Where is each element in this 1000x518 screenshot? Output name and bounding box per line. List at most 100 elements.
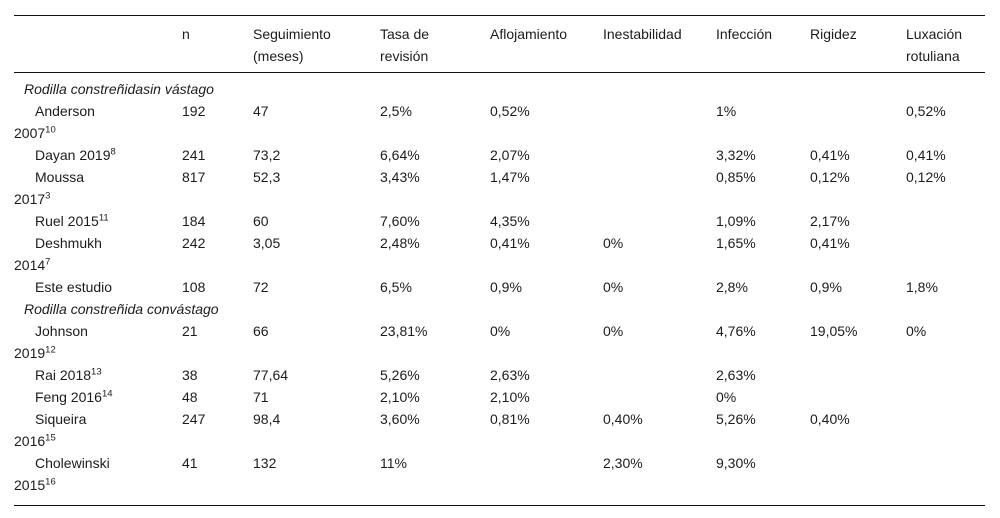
value-cell: 11% [380,455,407,471]
value-cell: 0,52% [906,103,946,119]
study-name-cell: Johnson 201912 [14,323,88,361]
study-name-cell: Siqueira 201615 [14,411,87,449]
value-cell: 2,10% [380,389,420,405]
column-header-5: Inestabilidad [603,15,716,73]
value-cell: 2,63% [490,367,530,383]
value-cell: 5,26% [380,367,420,383]
value-cell: 19,05% [810,323,858,339]
study-name-cell: Cholewinski 201516 [14,455,110,493]
value-cell: 0,9% [490,279,522,295]
value-cell: 0% [906,323,927,339]
value-cell: 2,48% [380,235,420,251]
value-cell: 0,41% [490,235,530,251]
value-cell: 0,52% [490,103,530,119]
study-row: Deshmukh 20147 242 3,05 2,48% 0,41% 0% 1,65% 0,4… [14,232,985,276]
study-name-cell: Moussa 20173 [14,169,85,207]
value-cell [906,232,985,276]
value-cell: 3,43% [380,169,420,185]
study-name-cell: Dayan 20198 [35,146,116,163]
value-cell [906,408,985,452]
value-cell: 0,12% [906,169,946,185]
column-header-8: Luxación rotuliana [906,15,985,73]
value-cell [603,100,716,144]
value-cell: 6,5% [380,279,412,295]
value-cell: 5,26% [716,411,756,427]
value-cell: 73,2 [253,147,281,163]
value-cell: 72 [253,279,269,295]
value-cell: 3,60% [380,411,420,427]
value-cell: 7,60% [380,213,420,229]
value-cell: 38 [182,367,198,383]
column-header-4: Aflojamiento [490,15,603,73]
study-name-cell: Ruel 201511 [35,212,109,229]
study-row: Moussa 20173 817 52,3 3,43% 1,47% 0,85% 0,12% 0,… [14,166,985,210]
value-cell: 47 [253,103,269,119]
value-cell: 0,41% [810,147,850,163]
value-cell: 247 [182,411,206,427]
value-cell: 2,5% [380,103,412,119]
section-header: Rodilla constreñidasin vástago [24,81,214,97]
value-cell: 1,47% [490,169,530,185]
citation-superscript: 11 [98,212,109,224]
value-cell [906,452,985,506]
value-cell: 1,65% [716,235,756,251]
value-cell: 66 [253,323,269,339]
outcomes-comparison-table: n Seguimiento (meses) Tasa de revisión Afloja… [14,15,985,506]
value-cell: 132 [253,455,277,471]
value-cell: 0,40% [603,411,643,427]
value-cell: 1,8% [906,279,938,295]
study-row: Anderson 200710 192 47 2,5% 0,52% 1% 0,52% [14,100,985,144]
citation-superscript: 8 [110,146,116,158]
study-row: Dayan 20198 241 73,2 6,64% 2,07% 3,32% 0,41% 0,… [14,144,985,166]
value-cell: 817 [182,169,206,185]
value-cell: 184 [182,213,206,229]
value-cell: 2,8% [716,279,748,295]
value-cell [603,210,716,232]
value-cell: 0,85% [716,169,756,185]
value-cell: 9,30% [716,455,756,471]
citation-superscript: 3 [45,190,51,202]
value-cell: 0,41% [810,235,850,251]
value-cell: 6,64% [380,147,420,163]
value-cell: 0% [716,389,737,405]
study-row: Johnson 201912 21 66 23,81% 0% 0% 4,76% 19,05% 0% [14,320,985,364]
value-cell: 41 [182,455,198,471]
study-name-cell: Feng 201614 [35,388,113,405]
value-cell [810,452,906,506]
study-row: Rai 201813 38 77,64 5,26% 2,63% 2,63% [14,364,985,386]
value-cell: 1,09% [716,213,756,229]
value-cell: 192 [182,103,206,119]
column-header-1: n [182,15,253,73]
study-row: Siqueira 201615 247 98,4 3,60% 0,81% 0,40% 5,26… [14,408,985,452]
value-cell: 242 [182,235,206,251]
value-cell [810,100,906,144]
column-header-2: Seguimiento (meses) [253,15,380,73]
value-cell: 0,12% [810,169,850,185]
column-header-3: Tasa de revisión [380,15,490,73]
value-cell: 241 [182,147,206,163]
value-cell: 48 [182,389,198,405]
value-cell: 0,81% [490,411,530,427]
citation-superscript: 10 [45,124,56,136]
value-cell: 2,10% [490,389,530,405]
value-cell [603,166,716,210]
value-cell: 0,41% [906,147,946,163]
value-cell: 2,30% [603,455,643,471]
value-cell [603,386,716,408]
value-cell [490,452,603,506]
study-row: Cholewinski 201516 41 132 11% 2,30% 9,30% [14,452,985,506]
study-row: Feng 201614 48 71 2,10% 2,10% 0% [14,386,985,408]
citation-superscript: 13 [91,366,102,378]
column-header-6: Infección [716,15,810,73]
value-cell: 0% [603,235,624,251]
value-cell: 2,63% [716,367,756,383]
value-cell [906,386,985,408]
header-row: n Seguimiento (meses) Tasa de revisión Afloja… [14,15,985,73]
study-name-cell: Deshmukh 20147 [14,235,102,273]
value-cell [906,364,985,386]
study-name-cell: Anderson 200710 [14,103,95,141]
value-cell [603,144,716,166]
value-cell: 23,81% [380,323,428,339]
value-cell: 108 [182,279,206,295]
